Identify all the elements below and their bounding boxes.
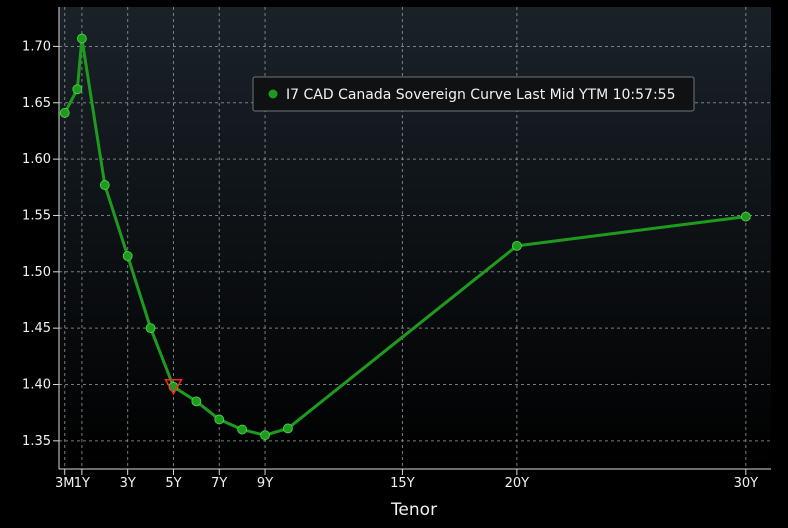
data-point[interactable] [511, 240, 522, 251]
x-tick-label: 1Y [74, 476, 90, 491]
x-tick-label: 3M [55, 476, 75, 491]
data-point[interactable] [122, 251, 133, 261]
legend-marker [268, 89, 278, 99]
x-tick-label: 7Y [211, 476, 227, 491]
y-tick-label: 1.55 [22, 208, 51, 223]
plot-area [59, 7, 771, 469]
data-point[interactable] [76, 33, 87, 44]
data-point[interactable] [72, 84, 83, 95]
x-tick-label: 30Y [734, 476, 759, 491]
y-tick-label: 1.35 [22, 434, 51, 449]
data-point[interactable] [214, 414, 225, 425]
series-layer [59, 33, 751, 441]
legend: I7 CAD Canada Sovereign Curve Last Mid Y… [252, 76, 695, 112]
axis-layer: 1.35 1.40 1.45 1.50 1.55 1.60 1.65 1.70 3M 1Y 3Y 5Y… [22, 7, 771, 491]
data-point[interactable] [99, 180, 110, 190]
x-tick-label: 20Y [505, 476, 530, 491]
x-tick-label: 9Y [257, 476, 273, 491]
data-point[interactable] [145, 323, 156, 334]
data-point[interactable] [283, 423, 293, 434]
y-tick-label: 1.40 [22, 377, 51, 392]
y-tick-label: 1.65 [22, 96, 51, 111]
x-tick-label: 15Y [390, 476, 415, 491]
y-tick-label: 1.45 [22, 321, 51, 336]
data-point[interactable] [740, 211, 751, 222]
y-tick-label: 1.60 [22, 152, 51, 167]
y-tick-label: 1.70 [22, 39, 51, 54]
data-point[interactable] [237, 424, 248, 435]
y-tick-label: 1.50 [22, 265, 51, 280]
highlight-marker [164, 378, 183, 396]
legend-box [252, 76, 695, 112]
legend-label: I7 CAD Canada Sovereign Curve Last Mid Y… [286, 87, 675, 103]
data-point[interactable] [260, 430, 270, 441]
x-tick-label: 3Y [120, 476, 136, 491]
x-axis-title: Tenor [390, 500, 437, 520]
data-point[interactable] [59, 108, 70, 118]
x-tick-label: 5Y [165, 476, 181, 491]
data-point[interactable] [191, 396, 202, 407]
